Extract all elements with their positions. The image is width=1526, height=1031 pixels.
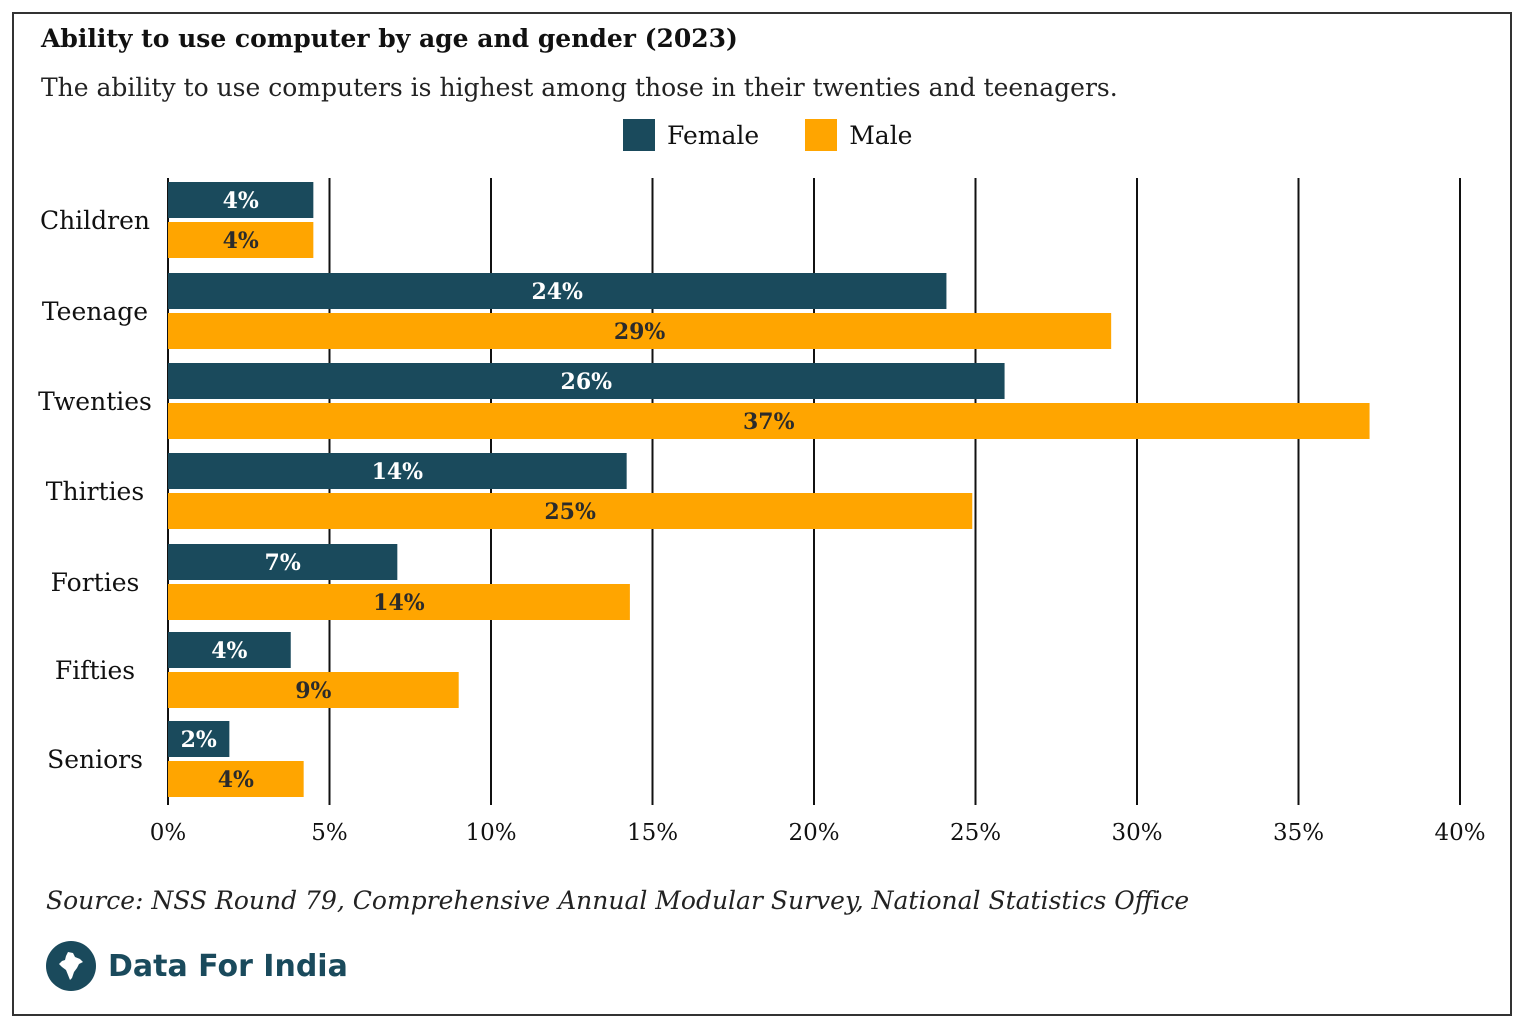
chart-title: Ability to use computer by age and gende…	[41, 24, 738, 53]
bar-female-thirties	[168, 453, 627, 489]
data-label-male-seniors: 4%	[218, 767, 254, 793]
legend-swatch-female	[623, 119, 655, 151]
x-tick-label-15: 15%	[627, 820, 678, 846]
x-tick-label-10: 10%	[465, 820, 516, 846]
category-label-forties: Forties	[51, 568, 140, 597]
category-label-children: Children	[40, 206, 150, 235]
x-tick-label-0: 0%	[150, 820, 187, 846]
data-label-female-children: 4%	[223, 188, 259, 214]
data-label-female-twenties: 26%	[561, 369, 613, 395]
category-label-seniors: Seniors	[47, 745, 143, 774]
bar-male-forties	[168, 584, 630, 620]
data-label-female-teenage: 24%	[531, 279, 583, 305]
brand: Data For India	[46, 941, 348, 991]
bar-male-seniors	[168, 761, 304, 797]
category-label-fifties: Fifties	[55, 656, 135, 685]
data-label-female-thirties: 14%	[372, 459, 424, 485]
bar-female-teenage	[168, 273, 947, 309]
india-map-icon	[46, 941, 96, 991]
bar-male-teenage	[168, 313, 1112, 349]
legend-swatch-male	[805, 119, 838, 151]
category-label-thirties: Thirties	[46, 477, 144, 506]
bar-female-seniors	[168, 721, 230, 757]
legend: Female Male	[623, 118, 958, 152]
category-label-twenties: Twenties	[38, 387, 152, 416]
category-label-teenage: Teenage	[42, 297, 148, 326]
data-label-male-teenage: 29%	[614, 319, 666, 345]
data-label-male-fifties: 9%	[295, 678, 331, 704]
source-note: Source: NSS Round 79, Comprehensive Annu…	[46, 886, 1190, 915]
x-tick-label-5: 5%	[311, 820, 348, 846]
data-label-female-forties: 7%	[265, 550, 301, 576]
bar-female-children	[168, 182, 314, 218]
legend-label-female: Female	[667, 120, 760, 150]
bar-female-fifties	[168, 632, 291, 668]
brand-name: Data For India	[108, 948, 348, 984]
x-tick-label-25: 25%	[950, 820, 1001, 846]
data-label-female-seniors: 2%	[181, 727, 217, 753]
data-label-male-children: 4%	[223, 228, 259, 254]
chart-subtitle: The ability to use computers is highest …	[41, 73, 1118, 102]
bar-male-children	[168, 222, 314, 258]
data-label-male-forties: 14%	[373, 590, 425, 616]
legend-item-male: Male	[805, 119, 912, 151]
x-tick-label-35: 35%	[1273, 820, 1324, 846]
data-label-female-fifties: 4%	[211, 638, 247, 664]
bar-female-twenties	[168, 363, 1005, 399]
x-tick-label-20: 20%	[788, 820, 839, 846]
data-label-male-thirties: 25%	[544, 499, 596, 525]
x-tick-label-40: 40%	[1434, 820, 1485, 846]
legend-item-female: Female	[623, 119, 759, 151]
bar-male-fifties	[168, 672, 459, 708]
bar-female-forties	[168, 544, 398, 580]
legend-label-male: Male	[849, 120, 913, 150]
x-tick-label-30: 30%	[1111, 820, 1162, 846]
bar-male-thirties	[168, 493, 973, 529]
data-label-male-twenties: 37%	[743, 409, 795, 435]
bar-male-twenties	[168, 403, 1370, 439]
